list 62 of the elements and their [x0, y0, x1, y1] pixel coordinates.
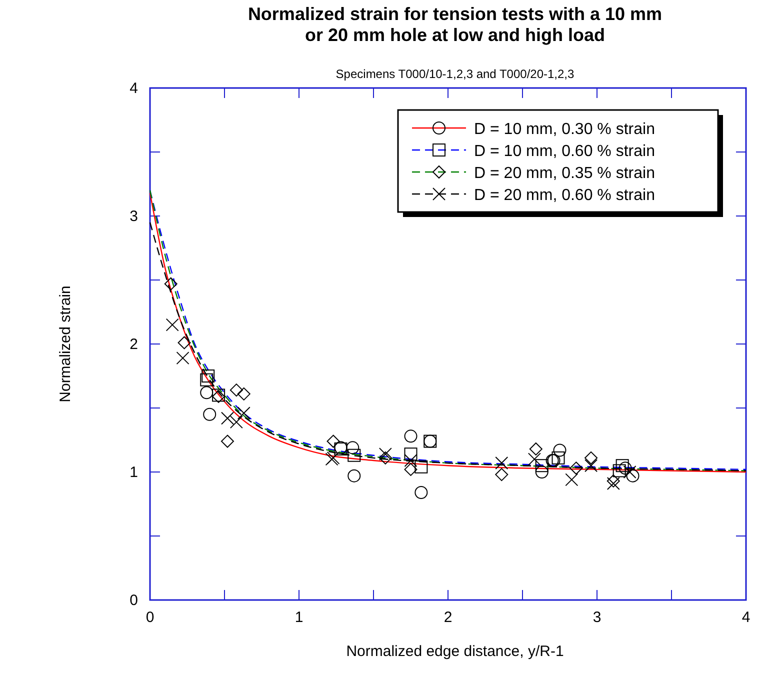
- point: [220, 412, 234, 425]
- point: [378, 448, 392, 461]
- point: [535, 466, 548, 478]
- point: [378, 451, 392, 464]
- x-tick-label: 4: [742, 609, 750, 626]
- x-tick-label: 0: [146, 609, 154, 626]
- point: [200, 373, 214, 386]
- x-tick-label: 1: [294, 609, 304, 626]
- point: [552, 451, 565, 464]
- point: [414, 460, 428, 474]
- y-axis-title: Normalized strain: [57, 286, 74, 402]
- point: [220, 434, 234, 448]
- point: [495, 468, 508, 482]
- point: [528, 452, 541, 466]
- point: [404, 454, 418, 467]
- point: [414, 486, 428, 499]
- x-axis-title: Normalized edge distance, y/R-1: [346, 643, 564, 660]
- point: [404, 462, 418, 476]
- point: [612, 464, 626, 478]
- point: [230, 384, 243, 397]
- point: [584, 459, 598, 472]
- point: [553, 444, 566, 457]
- point: [237, 406, 250, 420]
- point: [230, 416, 243, 429]
- point: [606, 477, 620, 490]
- point: [626, 469, 640, 482]
- y-tick-label: 1: [130, 464, 138, 481]
- legend-label: D = 10 mm, 0.60 % strain: [474, 143, 655, 160]
- point: [326, 434, 340, 448]
- point: [164, 277, 178, 290]
- point: [348, 469, 361, 482]
- y-tick-label: 2: [130, 336, 138, 353]
- point: [166, 318, 179, 332]
- point: [348, 448, 361, 462]
- chart-title: Normalized strain for tension tests with a 10 mm or 20 mm hole at low and high load: [248, 4, 662, 45]
- point: [529, 442, 542, 456]
- point: [346, 441, 360, 454]
- point: [176, 352, 190, 365]
- y-tick-label: 3: [130, 208, 138, 225]
- point: [200, 386, 214, 400]
- legend-label: D = 10 mm, 0.30 % strain: [474, 121, 655, 138]
- y-tick-label: 4: [130, 80, 138, 97]
- point: [535, 459, 548, 472]
- point: [237, 387, 250, 400]
- x-tick-label: 2: [444, 609, 452, 626]
- point: [404, 430, 418, 443]
- x-tick-label: 3: [592, 609, 602, 626]
- point: [618, 462, 632, 475]
- point: [570, 462, 583, 475]
- point: [606, 474, 620, 488]
- point: [178, 336, 191, 350]
- y-tick-label: 0: [130, 592, 138, 609]
- point: [616, 459, 629, 472]
- point: [404, 448, 418, 461]
- legend-label: D = 20 mm, 0.35 % strain: [474, 165, 655, 182]
- point: [202, 370, 215, 382]
- legend-label: D = 20 mm, 0.60 % strain: [474, 187, 655, 204]
- point: [565, 473, 578, 486]
- point: [584, 451, 598, 464]
- chart-subtitle: Specimens T000/10-1,2,3 and T000/20-1,2,3: [336, 67, 575, 81]
- point: [203, 408, 216, 421]
- point: [495, 456, 508, 470]
